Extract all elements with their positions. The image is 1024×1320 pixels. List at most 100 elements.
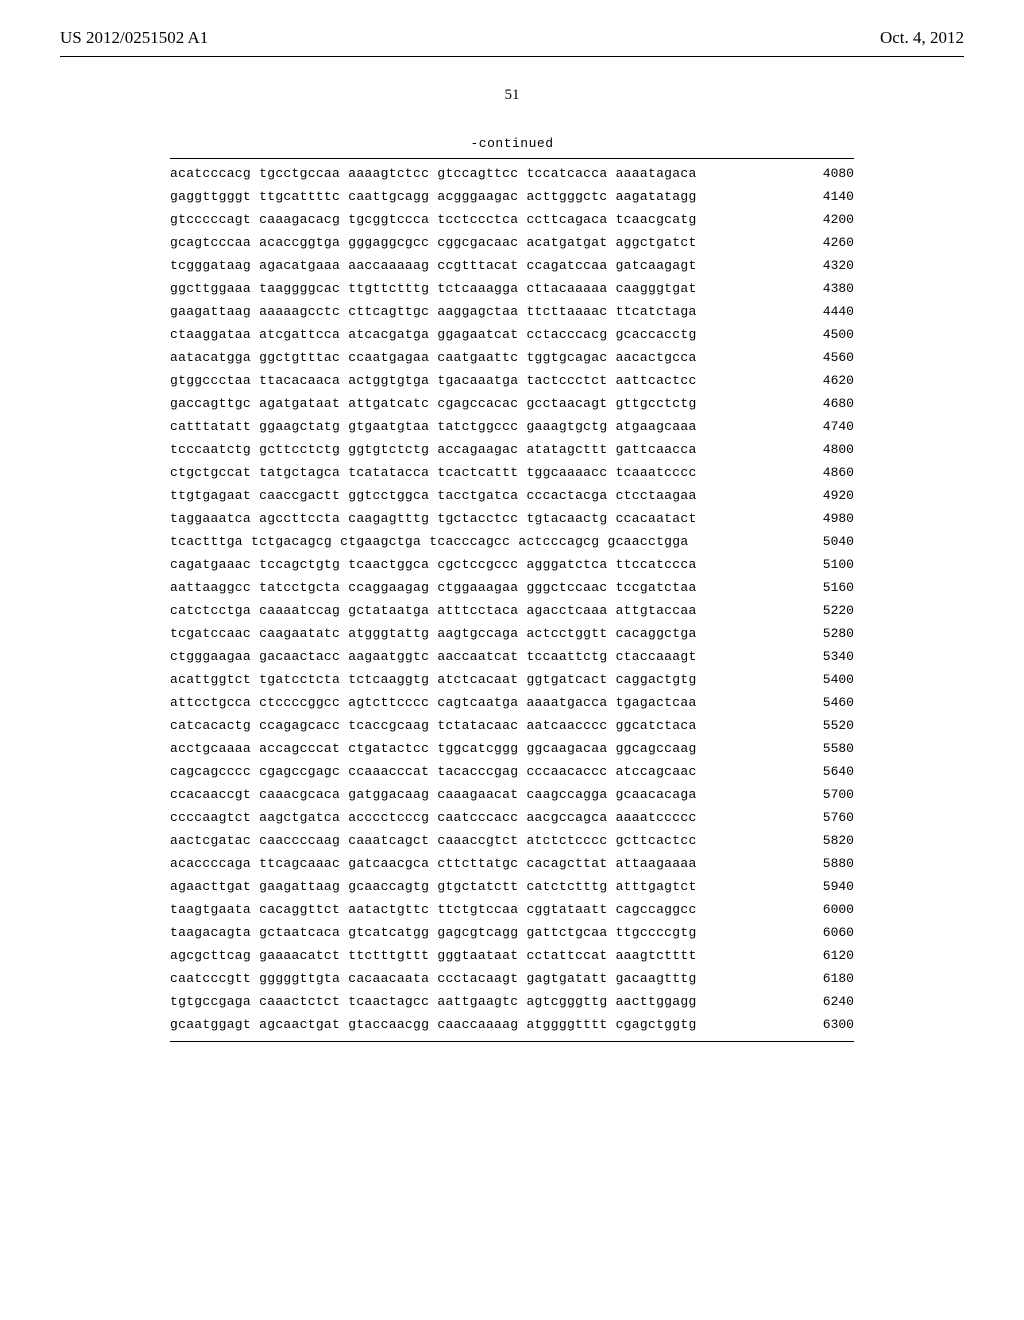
sequence-row: cagcagcccc cgagccgagc ccaaacccat tacaccc… <box>170 765 854 778</box>
sequence-row: agaacttgat gaagattaag gcaaccagtg gtgctat… <box>170 880 854 893</box>
sequence-blocks: catctcctga caaaatccag gctataatga atttcct… <box>170 604 697 617</box>
publication-date: Oct. 4, 2012 <box>880 28 964 48</box>
sequence-blocks: gtcccccagt caaagacacg tgcggtccca tcctccc… <box>170 213 697 226</box>
sequence-position: 5340 <box>799 650 854 663</box>
sequence-row: ctgctgccat tatgctagca tcatatacca tcactca… <box>170 466 854 479</box>
sequence-position: 5520 <box>799 719 854 732</box>
sequence-row: gtggccctaa ttacacaaca actggtgtga tgacaaa… <box>170 374 854 387</box>
sequence-row: gaagattaag aaaaagcctc cttcagttgc aaggagc… <box>170 305 854 318</box>
sequence-blocks: tcgggataag agacatgaaa aaccaaaaag ccgttta… <box>170 259 697 272</box>
sequence-blocks: tcactttga tctgacagcg ctgaagctga tcacccag… <box>170 535 688 548</box>
sequence-position: 6240 <box>799 995 854 1008</box>
sequence-position: 4920 <box>799 489 854 502</box>
sequence-row: aactcgatac caaccccaag caaatcagct caaaccg… <box>170 834 854 847</box>
sequence-row: ctgggaagaa gacaactacc aagaatggtc aaccaat… <box>170 650 854 663</box>
sequence-row: catcacactg ccagagcacc tcaccgcaag tctatac… <box>170 719 854 732</box>
sequence-blocks: tcccaatctg gcttcctctg ggtgtctctg accagaa… <box>170 443 697 456</box>
sequence-blocks: attcctgcca ctccccggcc agtcttcccc cagtcaa… <box>170 696 697 709</box>
sequence-blocks: ggcttggaaa taaggggcac ttgttctttg tctcaaa… <box>170 282 697 295</box>
sequence-row: gcagtcccaa acaccggtga gggaggcgcc cggcgac… <box>170 236 854 249</box>
sequence-position: 5880 <box>799 857 854 870</box>
sequence-position: 5580 <box>799 742 854 755</box>
sequence-row: caatcccgtt gggggttgta cacaacaata ccctaca… <box>170 972 854 985</box>
sequence-blocks: agcgcttcag gaaaacatct ttctttgttt gggtaat… <box>170 949 697 962</box>
sequence-position: 5220 <box>799 604 854 617</box>
sequence-row: gaccagttgc agatgataat attgatcatc cgagcca… <box>170 397 854 410</box>
sequence-position: 5280 <box>799 627 854 640</box>
sequence-row: ctaaggataa atcgattcca atcacgatga ggagaat… <box>170 328 854 341</box>
sequence-blocks: acattggtct tgatcctcta tctcaaggtg atctcac… <box>170 673 697 686</box>
sequence-row: ggcttggaaa taaggggcac ttgttctttg tctcaaa… <box>170 282 854 295</box>
continued-label-wrapper: -continued <box>0 134 1024 152</box>
sequence-position: 4560 <box>799 351 854 364</box>
sequence-row: taggaaatca agccttccta caagagtttg tgctacc… <box>170 512 854 525</box>
sequence-divider-bottom <box>170 1041 854 1042</box>
sequence-row: acatcccacg tgcctgccaa aaaagtctcc gtccagt… <box>170 167 854 180</box>
sequence-position: 4800 <box>799 443 854 456</box>
sequence-row: acaccccaga ttcagcaaac gatcaacgca cttctta… <box>170 857 854 870</box>
sequence-row: ccccaagtct aagctgatca acccctcccg caatccc… <box>170 811 854 824</box>
sequence-blocks: aattaaggcc tatcctgcta ccaggaagag ctggaaa… <box>170 581 697 594</box>
sequence-blocks: gtggccctaa ttacacaaca actggtgtga tgacaaa… <box>170 374 697 387</box>
sequence-row: acattggtct tgatcctcta tctcaaggtg atctcac… <box>170 673 854 686</box>
sequence-blocks: aatacatgga ggctgtttac ccaatgagaa caatgaa… <box>170 351 697 364</box>
sequence-position: 4680 <box>799 397 854 410</box>
sequence-position: 4200 <box>799 213 854 226</box>
sequence-row: taagtgaata cacaggttct aatactgttc ttctgtc… <box>170 903 854 916</box>
sequence-position: 4140 <box>799 190 854 203</box>
sequence-position: 4440 <box>799 305 854 318</box>
sequence-position: 4860 <box>799 466 854 479</box>
sequence-position: 4620 <box>799 374 854 387</box>
sequence-row: catctcctga caaaatccag gctataatga atttcct… <box>170 604 854 617</box>
sequence-blocks: taagtgaata cacaggttct aatactgttc ttctgtc… <box>170 903 697 916</box>
sequence-position: 6120 <box>799 949 854 962</box>
sequence-blocks: acctgcaaaa accagcccat ctgatactcc tggcatc… <box>170 742 697 755</box>
sequence-blocks: acaccccaga ttcagcaaac gatcaacgca cttctta… <box>170 857 697 870</box>
sequence-blocks: tcgatccaac caagaatatc atgggtattg aagtgcc… <box>170 627 697 640</box>
sequence-row: attcctgcca ctccccggcc agtcttcccc cagtcaa… <box>170 696 854 709</box>
sequence-position: 5160 <box>799 581 854 594</box>
sequence-blocks: gcagtcccaa acaccggtga gggaggcgcc cggcgac… <box>170 236 697 249</box>
sequence-blocks: ccccaagtct aagctgatca acccctcccg caatccc… <box>170 811 697 824</box>
page-number: 51 <box>0 87 1024 104</box>
sequence-position: 5820 <box>799 834 854 847</box>
sequence-row: gcaatggagt agcaactgat gtaccaacgg caaccaa… <box>170 1018 854 1031</box>
sequence-blocks: tgtgccgaga caaactctct tcaactagcc aattgaa… <box>170 995 697 1008</box>
sequence-position: 5640 <box>799 765 854 778</box>
sequence-row: ttgtgagaat caaccgactt ggtcctggca tacctga… <box>170 489 854 502</box>
sequence-row: tgtgccgaga caaactctct tcaactagcc aattgaa… <box>170 995 854 1008</box>
sequence-blocks: aactcgatac caaccccaag caaatcagct caaaccg… <box>170 834 697 847</box>
sequence-blocks: ccacaaccgt caaacgcaca gatggacaag caaagaa… <box>170 788 697 801</box>
sequence-blocks: caatcccgtt gggggttgta cacaacaata ccctaca… <box>170 972 697 985</box>
sequence-position: 5400 <box>799 673 854 686</box>
sequence-blocks: cagcagcccc cgagccgagc ccaaacccat tacaccc… <box>170 765 697 778</box>
sequence-blocks: agaacttgat gaagattaag gcaaccagtg gtgctat… <box>170 880 697 893</box>
sequence-position: 5760 <box>799 811 854 824</box>
sequence-row: aatacatgga ggctgtttac ccaatgagaa caatgaa… <box>170 351 854 364</box>
sequence-blocks: taggaaatca agccttccta caagagtttg tgctacc… <box>170 512 697 525</box>
sequence-row: tcgatccaac caagaatatc atgggtattg aagtgcc… <box>170 627 854 640</box>
sequence-row: cagatgaaac tccagctgtg tcaactggca cgctccg… <box>170 558 854 571</box>
header-divider <box>60 56 964 57</box>
sequence-position: 4500 <box>799 328 854 341</box>
sequence-position: 4320 <box>799 259 854 272</box>
sequence-blocks: acatcccacg tgcctgccaa aaaagtctcc gtccagt… <box>170 167 697 180</box>
sequence-blocks: catttatatt ggaagctatg gtgaatgtaa tatctgg… <box>170 420 697 433</box>
sequence-row: tcactttga tctgacagcg ctgaagctga tcacccag… <box>170 535 854 548</box>
sequence-row: ccacaaccgt caaacgcaca gatggacaag caaagaa… <box>170 788 854 801</box>
sequence-position: 5700 <box>799 788 854 801</box>
sequence-position: 4740 <box>799 420 854 433</box>
sequence-blocks: gcaatggagt agcaactgat gtaccaacgg caaccaa… <box>170 1018 697 1031</box>
sequence-blocks: gaggttgggt ttgcattttc caattgcagg acgggaa… <box>170 190 697 203</box>
sequence-blocks: ttgtgagaat caaccgactt ggtcctggca tacctga… <box>170 489 697 502</box>
sequence-position: 4380 <box>799 282 854 295</box>
sequence-position: 6180 <box>799 972 854 985</box>
sequence-blocks: ctaaggataa atcgattcca atcacgatga ggagaat… <box>170 328 697 341</box>
sequence-row: acctgcaaaa accagcccat ctgatactcc tggcatc… <box>170 742 854 755</box>
sequence-blocks: ctgggaagaa gacaactacc aagaatggtc aaccaat… <box>170 650 697 663</box>
sequence-row: taagacagta gctaatcaca gtcatcatgg gagcgtc… <box>170 926 854 939</box>
sequence-blocks: catcacactg ccagagcacc tcaccgcaag tctatac… <box>170 719 697 732</box>
sequence-position: 4080 <box>799 167 854 180</box>
sequence-row: gaggttgggt ttgcattttc caattgcagg acgggaa… <box>170 190 854 203</box>
sequence-position: 5100 <box>799 558 854 571</box>
